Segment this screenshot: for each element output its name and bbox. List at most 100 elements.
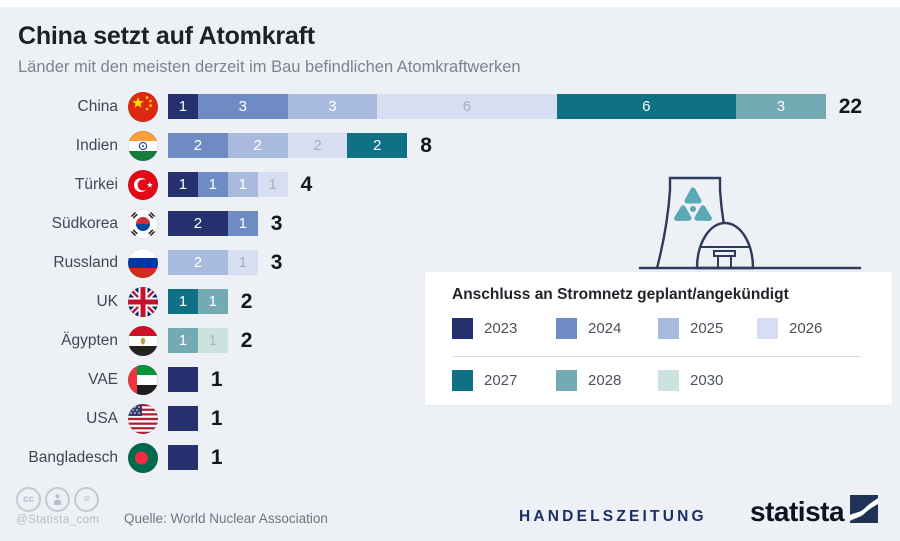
bar-segment-2026: 1 [227,250,258,275]
legend-item-2024: 2024 [556,318,658,339]
bar-segment-2025: 2 [227,133,288,158]
statista-square-icon [850,495,879,528]
table-row: Bangladesch 1 [0,438,900,477]
bar-segment-2026: 6 [377,94,557,119]
handelszeitung-logo[interactable]: HANDELSZEITUNG [519,508,707,525]
source-text: Quelle: World Nuclear Association [124,511,328,526]
stacked-bar [168,445,198,470]
legend-item-2026: 2026 [757,318,822,339]
cc-icon[interactable]: cc [16,487,41,512]
legend-swatch-2025 [658,318,679,339]
bar-segment-2025: 2 [168,250,228,275]
table-row: VAE 1 [0,360,900,399]
russia-flag-icon [128,247,158,278]
uk-flag-icon [128,286,158,317]
bangladesh-flag-icon [128,442,158,473]
row-total: 2 [240,328,253,352]
china-flag-icon [128,91,158,122]
country-label: Südkorea [51,214,118,232]
legend-label: 2024 [588,320,622,337]
bar-segment-2023 [168,445,198,470]
bar-segment-2028: 3 [736,94,826,119]
bar-segment-2023 [168,367,198,392]
table-row: Türkei 1 1 1 1 4 [0,165,900,204]
table-row: Russland 2 1 3 [0,243,900,282]
table-row: UK 1 1 2 [0,282,900,321]
equal-icon[interactable]: = [74,487,99,512]
statista-wordmark: statista [750,495,845,527]
country-label: VAE [88,370,118,388]
bar-segment-2024: 1 [197,172,228,197]
bar-segment-2023: 1 [168,172,198,197]
turkey-flag-icon [128,169,158,200]
legend-swatch-2023 [452,318,473,339]
country-label: Ägypten [61,331,118,349]
bar-segment-2027: 1 [168,289,198,314]
legend-swatch-2027 [452,370,473,391]
country-label: Bangladesch [28,448,118,466]
legend-label: 2025 [690,320,724,337]
egypt-flag-icon [128,325,158,356]
india-flag-icon [128,130,158,161]
stacked-bar [168,406,198,431]
attribution-person-icon[interactable] [45,487,70,512]
legend-label: 2026 [789,320,823,337]
country-label: China [77,97,119,115]
south-korea-flag-icon [128,208,158,239]
nuclear-power-plant-icon [628,160,873,280]
row-total: 2 [240,289,253,313]
bar-segment-2026: 1 [257,172,288,197]
stacked-bar [168,367,198,392]
bar-segment-2023: 1 [168,94,198,119]
table-row: China 1 3 3 6 6 3 22 [0,87,900,126]
table-row: Südkorea 2 1 3 [0,204,900,243]
uae-flag-icon [128,364,158,395]
bar-segment-2023 [168,406,198,431]
bar-segment-2027: 2 [347,133,408,158]
legend-item-2023: 2023 [452,318,556,339]
country-label: Indien [75,136,118,154]
row-total: 3 [270,250,283,274]
statista-handle[interactable]: @Statista_com [16,514,100,526]
country-label: Russland [53,253,118,271]
row-total: 1 [210,406,223,430]
bar-segment-2025: 1 [227,172,258,197]
legend-box: Anschluss an Stromnetz geplant/angekündi… [425,272,892,405]
row-total: 1 [210,445,223,469]
bar-segment-2024: 2 [168,133,228,158]
legend-divider [452,356,861,357]
statista-logo[interactable]: statista [750,495,879,528]
legend-swatch-2030 [658,370,679,391]
legend-label: 2028 [588,372,622,389]
legend-label: 2030 [690,372,724,389]
top-border [0,0,900,7]
legend-item-2027: 2027 [452,370,556,391]
table-row: Ägypten 1 1 2 [0,321,900,360]
radiation-icon [674,187,712,221]
row-total: 8 [420,133,432,157]
table-row: USA 1 [0,399,900,438]
row-total: 1 [210,367,223,391]
legend-row-1: 2023 2024 2025 2026 [452,318,822,339]
row-total: 22 [838,94,863,118]
country-label: USA [86,409,118,427]
bar-segment-2027: 6 [556,94,737,119]
usa-flag-icon [128,403,158,434]
legend-swatch-2024 [556,318,577,339]
cc-license-icons[interactable]: cc = [16,487,99,512]
legend-label: 2023 [484,320,518,337]
legend-swatch-2028 [556,370,577,391]
legend-title: Anschluss an Stromnetz geplant/angekündi… [452,286,789,303]
legend-row-2: 2027 2028 2030 [452,370,757,391]
legend-item-2030: 2030 [658,370,757,391]
bar-segment-2028: 1 [168,328,198,353]
bar-segment-2026: 2 [287,133,348,158]
bar-segment-2024: 1 [227,211,258,236]
bar-segment-2023: 2 [168,211,228,236]
